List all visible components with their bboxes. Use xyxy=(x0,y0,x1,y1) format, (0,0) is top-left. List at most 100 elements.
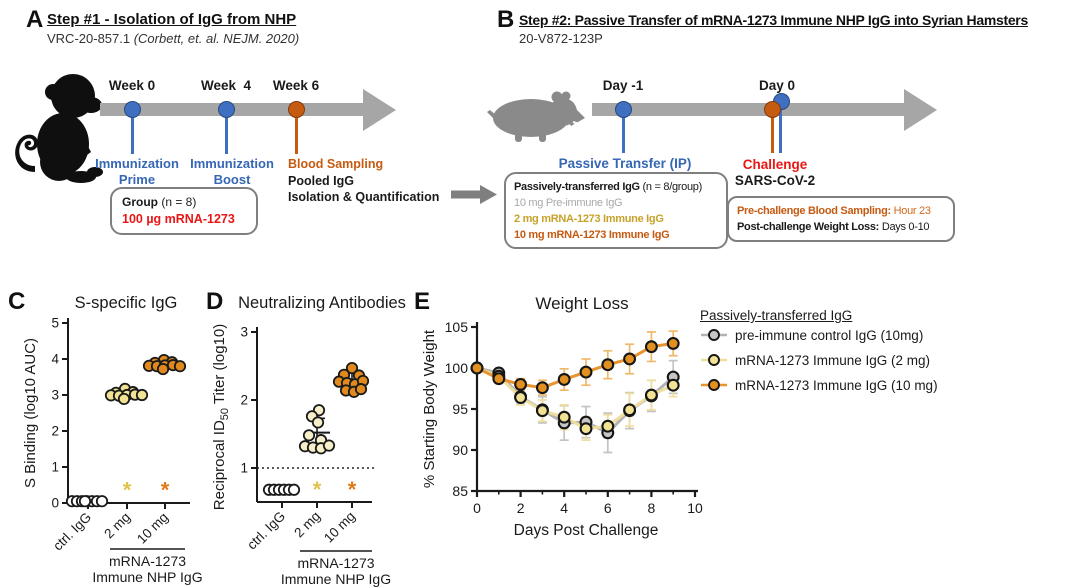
legend-item-2mg: mRNA-1273 Immune IgG (2 mg) xyxy=(700,352,938,368)
svg-text:*: * xyxy=(161,477,170,502)
svg-text:2: 2 xyxy=(517,500,525,516)
postchallenge-line: Post-challenge Weight Loss: Days 0-10 xyxy=(737,221,930,233)
svg-text:Immune NHP IgG: Immune NHP IgG xyxy=(281,571,391,587)
day-minus1-dot-icon xyxy=(614,101,632,118)
igg-box: Passively-transferred IgG (n = 8/group) … xyxy=(504,172,728,249)
svg-text:mRNA-1273: mRNA-1273 xyxy=(297,555,374,571)
svg-text:85: 85 xyxy=(452,483,468,499)
legend-item-preimmune: pre-immune control IgG (10mg) xyxy=(700,327,938,343)
step2-subtitle: 20-V872-123P xyxy=(519,31,603,46)
transfer-arrow-icon xyxy=(451,185,497,204)
step2-title: Step #2: Passive Transfer of mRNA-1273 I… xyxy=(519,12,1028,28)
svg-text:0: 0 xyxy=(51,496,59,511)
legend-marker-gray-icon xyxy=(701,329,727,341)
immunization-boost-label: Immunization Boost xyxy=(190,156,274,187)
legend-marker-yellow-icon xyxy=(701,354,727,366)
week-0-label: Week 0 xyxy=(108,78,156,93)
day0-orange-stem xyxy=(770,117,774,153)
igg-box-header: Passively-transferred IgG (n = 8/group) xyxy=(514,181,702,193)
challenge-label: Challenge xyxy=(742,157,808,172)
svg-text:5: 5 xyxy=(51,316,59,331)
svg-text:8: 8 xyxy=(648,500,656,516)
svg-text:S-specific IgG: S-specific IgG xyxy=(75,294,178,312)
immunization-prime-label: Immunization Prime xyxy=(95,156,179,187)
svg-text:10 mg: 10 mg xyxy=(134,510,171,547)
legend: Passively-transferred IgG pre-immune con… xyxy=(700,308,938,393)
week4-dot-icon xyxy=(217,101,235,118)
svg-text:Neutralizing Antibodies: Neutralizing Antibodies xyxy=(238,294,406,312)
week-6-label: Week 6 xyxy=(272,78,320,93)
svg-text:mRNA-1273: mRNA-1273 xyxy=(109,553,186,569)
week4-stem xyxy=(224,117,228,154)
svg-text:2 mg: 2 mg xyxy=(291,509,323,541)
step1-title: Step #1 - Isolation of IgG from NHP xyxy=(47,11,297,28)
svg-text:2 mg: 2 mg xyxy=(101,510,133,542)
week6-stem xyxy=(294,117,298,154)
day0-blue-stem xyxy=(778,108,782,153)
svg-text:Weight Loss: Weight Loss xyxy=(535,294,628,313)
prechallenge-line: Pre-challenge Blood Sampling: Hour 23 xyxy=(737,205,931,217)
day-0-label: Day 0 xyxy=(758,78,796,93)
igg-line-preimmune: 10 mg Pre-immune IgG xyxy=(514,197,623,209)
svg-text:10 mg: 10 mg xyxy=(321,509,358,546)
svg-text:2: 2 xyxy=(51,424,59,439)
dose-label: 100 µg mRNA-1273 xyxy=(122,212,235,226)
svg-text:90: 90 xyxy=(452,442,468,458)
svg-text:ctrl. IgG: ctrl. IgG xyxy=(50,510,94,554)
svg-text:95: 95 xyxy=(452,401,468,417)
svg-text:0: 0 xyxy=(473,500,481,516)
study-id: VRC-20-857.1 xyxy=(47,31,134,46)
panel-b-letter: B xyxy=(497,6,515,33)
citation: (Corbett, et. al. NEJM. 2020) xyxy=(133,31,300,46)
hamster-icon xyxy=(487,91,585,142)
svg-text:3: 3 xyxy=(240,325,248,340)
svg-text:*: * xyxy=(348,477,357,502)
virus-label: SARS-CoV-2 xyxy=(734,173,816,188)
svg-text:10: 10 xyxy=(687,500,703,516)
svg-text:6: 6 xyxy=(604,500,612,516)
svg-text:2: 2 xyxy=(240,393,248,408)
panel-a-letter: A xyxy=(26,6,44,33)
svg-text:4: 4 xyxy=(560,500,568,516)
svg-text:Days Post Challenge: Days Post Challenge xyxy=(514,522,659,539)
svg-text:% Starting Body Weight: % Starting Body Weight xyxy=(421,329,438,488)
svg-text:3: 3 xyxy=(51,388,59,403)
chart-e: 85 90 95 100 105 0 2 4 6 8 10 Weight Loss Days Post … xyxy=(421,294,703,539)
svg-text:1: 1 xyxy=(51,460,59,475)
step1-subtitle: VRC-20-857.1 (Corbett, et. al. NEJM. 202… xyxy=(47,31,299,46)
monkey-icon xyxy=(15,74,103,183)
svg-text:1: 1 xyxy=(240,461,248,476)
week0-stem xyxy=(130,117,134,154)
group-box: Group (n = 8) 100 µg mRNA-1273 xyxy=(110,187,258,235)
igg-line-2mg: 2 mg mRNA-1273 Immune IgG xyxy=(514,213,664,225)
svg-text:100: 100 xyxy=(445,360,469,376)
timeline-b-bar xyxy=(592,103,904,116)
blood-sampling-label: Blood Sampling Pooled IgG Isolation & Qu… xyxy=(288,157,440,204)
panel-d-letter: D xyxy=(206,288,224,315)
timeline-b-arrowhead-icon xyxy=(904,88,937,131)
legend-item-10mg: mRNA-1273 Immune IgG (10 mg) xyxy=(700,377,938,393)
day-minus1-stem xyxy=(621,117,625,153)
panel-c-letter: C xyxy=(8,288,26,315)
sampling-box: Pre-challenge Blood Sampling: Hour 23 Po… xyxy=(727,196,955,242)
week6-dot-icon xyxy=(287,101,305,118)
svg-text:*: * xyxy=(313,477,322,502)
day-minus1-label: Day -1 xyxy=(602,78,644,93)
svg-text:*: * xyxy=(123,477,132,502)
igg-line-10mg: 10 mg mRNA-1273 Immune IgG xyxy=(514,229,670,241)
svg-text:S Binding (log10 AUC): S Binding (log10 AUC) xyxy=(22,338,39,488)
svg-text:105: 105 xyxy=(445,319,469,335)
panel-e-letter: E xyxy=(414,288,431,315)
svg-text:Immune NHP IgG: Immune NHP IgG xyxy=(92,569,202,585)
legend-marker-orange-icon xyxy=(701,379,727,391)
week-4-label: Week 4 xyxy=(200,78,252,93)
timeline-a-arrowhead-icon xyxy=(363,88,396,131)
day0-orange-dot-icon xyxy=(763,101,781,118)
svg-text:4: 4 xyxy=(51,352,59,367)
svg-text:Reciprocal ID50 Titer (log10): Reciprocal ID50 Titer (log10) xyxy=(211,324,231,510)
passive-transfer-label: Passive Transfer (IP) xyxy=(558,156,692,171)
week0-dot-icon xyxy=(123,101,141,118)
